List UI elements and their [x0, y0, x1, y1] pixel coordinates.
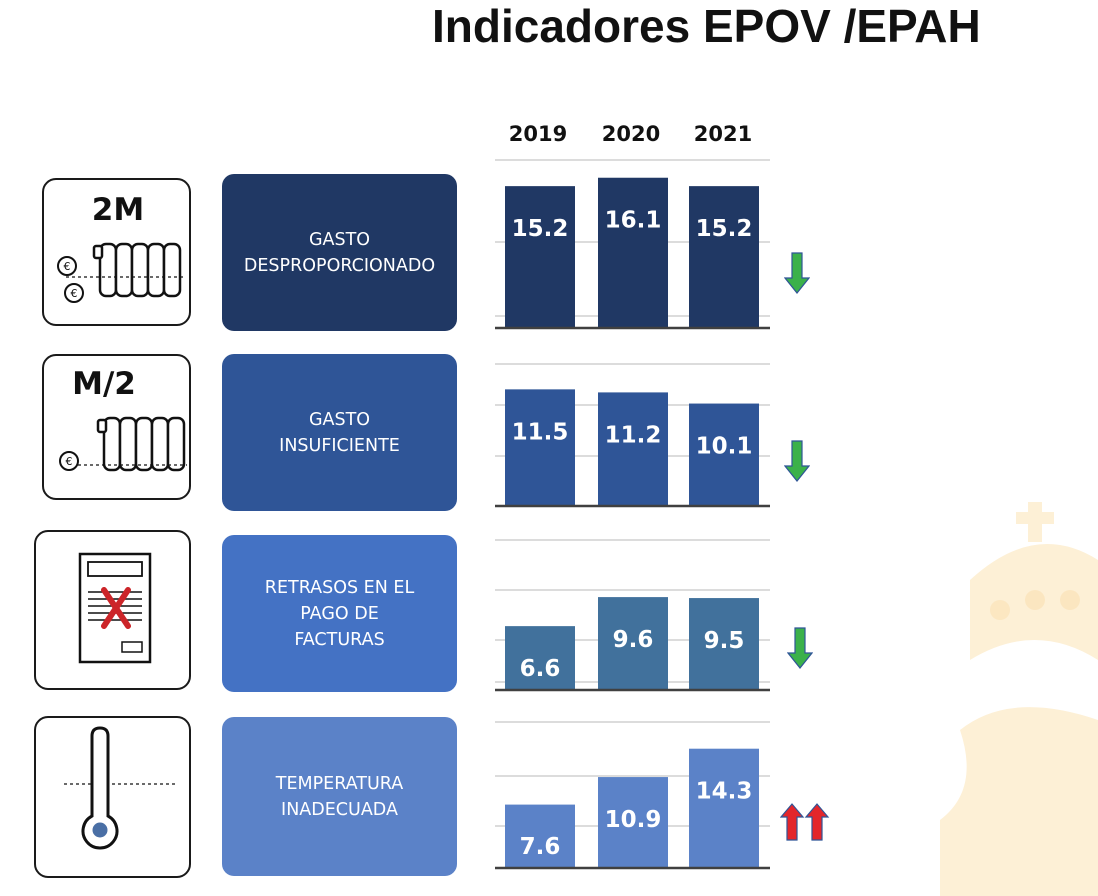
label-text: GASTO DESPROPORCIONADO [243, 229, 436, 276]
icon-label-2m: 2M [92, 192, 144, 228]
data-label-2020: 16.1 [605, 208, 662, 234]
data-label-2019: 7.6 [520, 834, 561, 860]
label-text: TEMPERATURA INADECUADA [275, 773, 404, 820]
data-label-2020: 10.9 [605, 807, 662, 833]
bar-2021 [689, 403, 759, 506]
data-label-2021: 9.5 [704, 628, 745, 654]
bar-2019 [505, 804, 575, 868]
bar-2019 [505, 186, 575, 328]
year-header-2021: 2021 [693, 122, 753, 146]
label-temperatura-inadecuada: TEMPERATURA INADECUADA [222, 717, 457, 876]
year-header-2020: 2020 [601, 122, 661, 146]
crest-watermark [940, 502, 1098, 896]
trend-down-arrow-icon [787, 627, 813, 669]
trend-double-up-arrow-icon [780, 803, 830, 841]
data-label-2021: 15.2 [696, 216, 753, 242]
trend-down-arrow-icon [784, 440, 810, 482]
label-text: GASTO INSUFICIENTE [279, 409, 400, 456]
label-gasto-desproporcionado: GASTO DESPROPORCIONADO [222, 174, 457, 331]
data-label-2020: 11.2 [605, 422, 662, 448]
label-text: RETRASOS EN EL PAGO DE FACTURAS [264, 577, 415, 650]
bar-2021 [689, 598, 759, 690]
data-label-2019: 11.5 [512, 419, 569, 445]
unpaid-bill-icon [34, 530, 191, 690]
label-retrasos-pago-facturas: RETRASOS EN EL PAGO DE FACTURAS [222, 535, 457, 692]
data-label-2020: 9.6 [613, 627, 654, 653]
data-label-2019: 15.2 [512, 216, 569, 242]
bar-2021 [689, 186, 759, 328]
label-gasto-insuficiente: GASTO INSUFICIENTE [222, 354, 457, 511]
radiator-one-coin-icon: M/2 € [42, 354, 191, 500]
data-label-2021: 14.3 [696, 779, 753, 805]
year-header-2019: 2019 [508, 122, 568, 146]
thermometer-icon [34, 716, 191, 878]
bar-2020 [598, 777, 668, 868]
svg-text:€: € [64, 260, 71, 273]
svg-text:€: € [66, 455, 73, 468]
bar-2019 [505, 389, 575, 506]
svg-text:€: € [71, 287, 78, 300]
page-title: Indicadores EPOV /EPAH [432, 0, 981, 52]
data-label-2021: 10.1 [696, 434, 753, 460]
bar-2020 [598, 597, 668, 690]
trend-down-arrow-icon [784, 252, 810, 294]
data-label-2019: 6.6 [520, 656, 561, 682]
bar-2021 [689, 748, 759, 868]
icon-label-m-half: M/2 [72, 366, 136, 402]
bar-2019 [505, 626, 575, 690]
bar-2020 [598, 177, 668, 328]
radiator-two-coins-icon: 2M € € [42, 178, 191, 326]
bar-2020 [598, 392, 668, 506]
